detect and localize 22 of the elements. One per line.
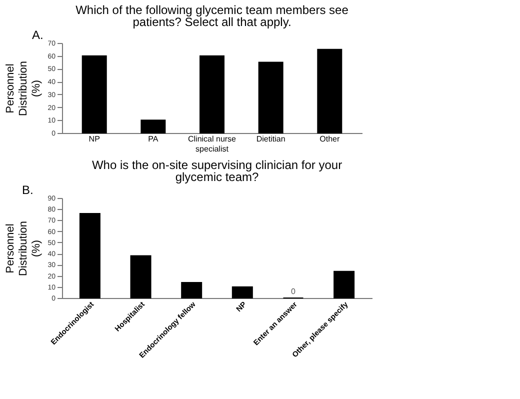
chart-subtitle: Who is the on-site supervising clinician for your glycemic team? <box>92 158 342 184</box>
y-axis-title: Personnel Distribution (%) <box>4 60 43 116</box>
chart-subtitle: Which of the following glycemic team members see patients? Select all that apply. <box>76 3 349 29</box>
bar <box>200 55 224 134</box>
chart-title: A. <box>32 28 44 42</box>
bar <box>140 120 166 134</box>
x-tick-label: Clinical nurse specialist <box>188 134 237 154</box>
bar <box>232 286 253 298</box>
y-axis-title: Personnel Distribution (%) <box>4 220 43 276</box>
x-tick-label: NP <box>88 134 100 144</box>
bar <box>82 55 107 134</box>
x-tick-label: Dietitian <box>256 134 286 144</box>
bar <box>181 282 202 298</box>
bar <box>130 255 152 298</box>
bar <box>258 62 284 134</box>
bar <box>334 270 355 298</box>
chart-title: B. <box>22 183 34 197</box>
x-tick-label: Other <box>320 134 340 144</box>
data-label: 0 <box>291 287 296 296</box>
bar <box>79 213 100 298</box>
x-tick-label: PA <box>148 134 159 144</box>
bar <box>317 48 342 134</box>
